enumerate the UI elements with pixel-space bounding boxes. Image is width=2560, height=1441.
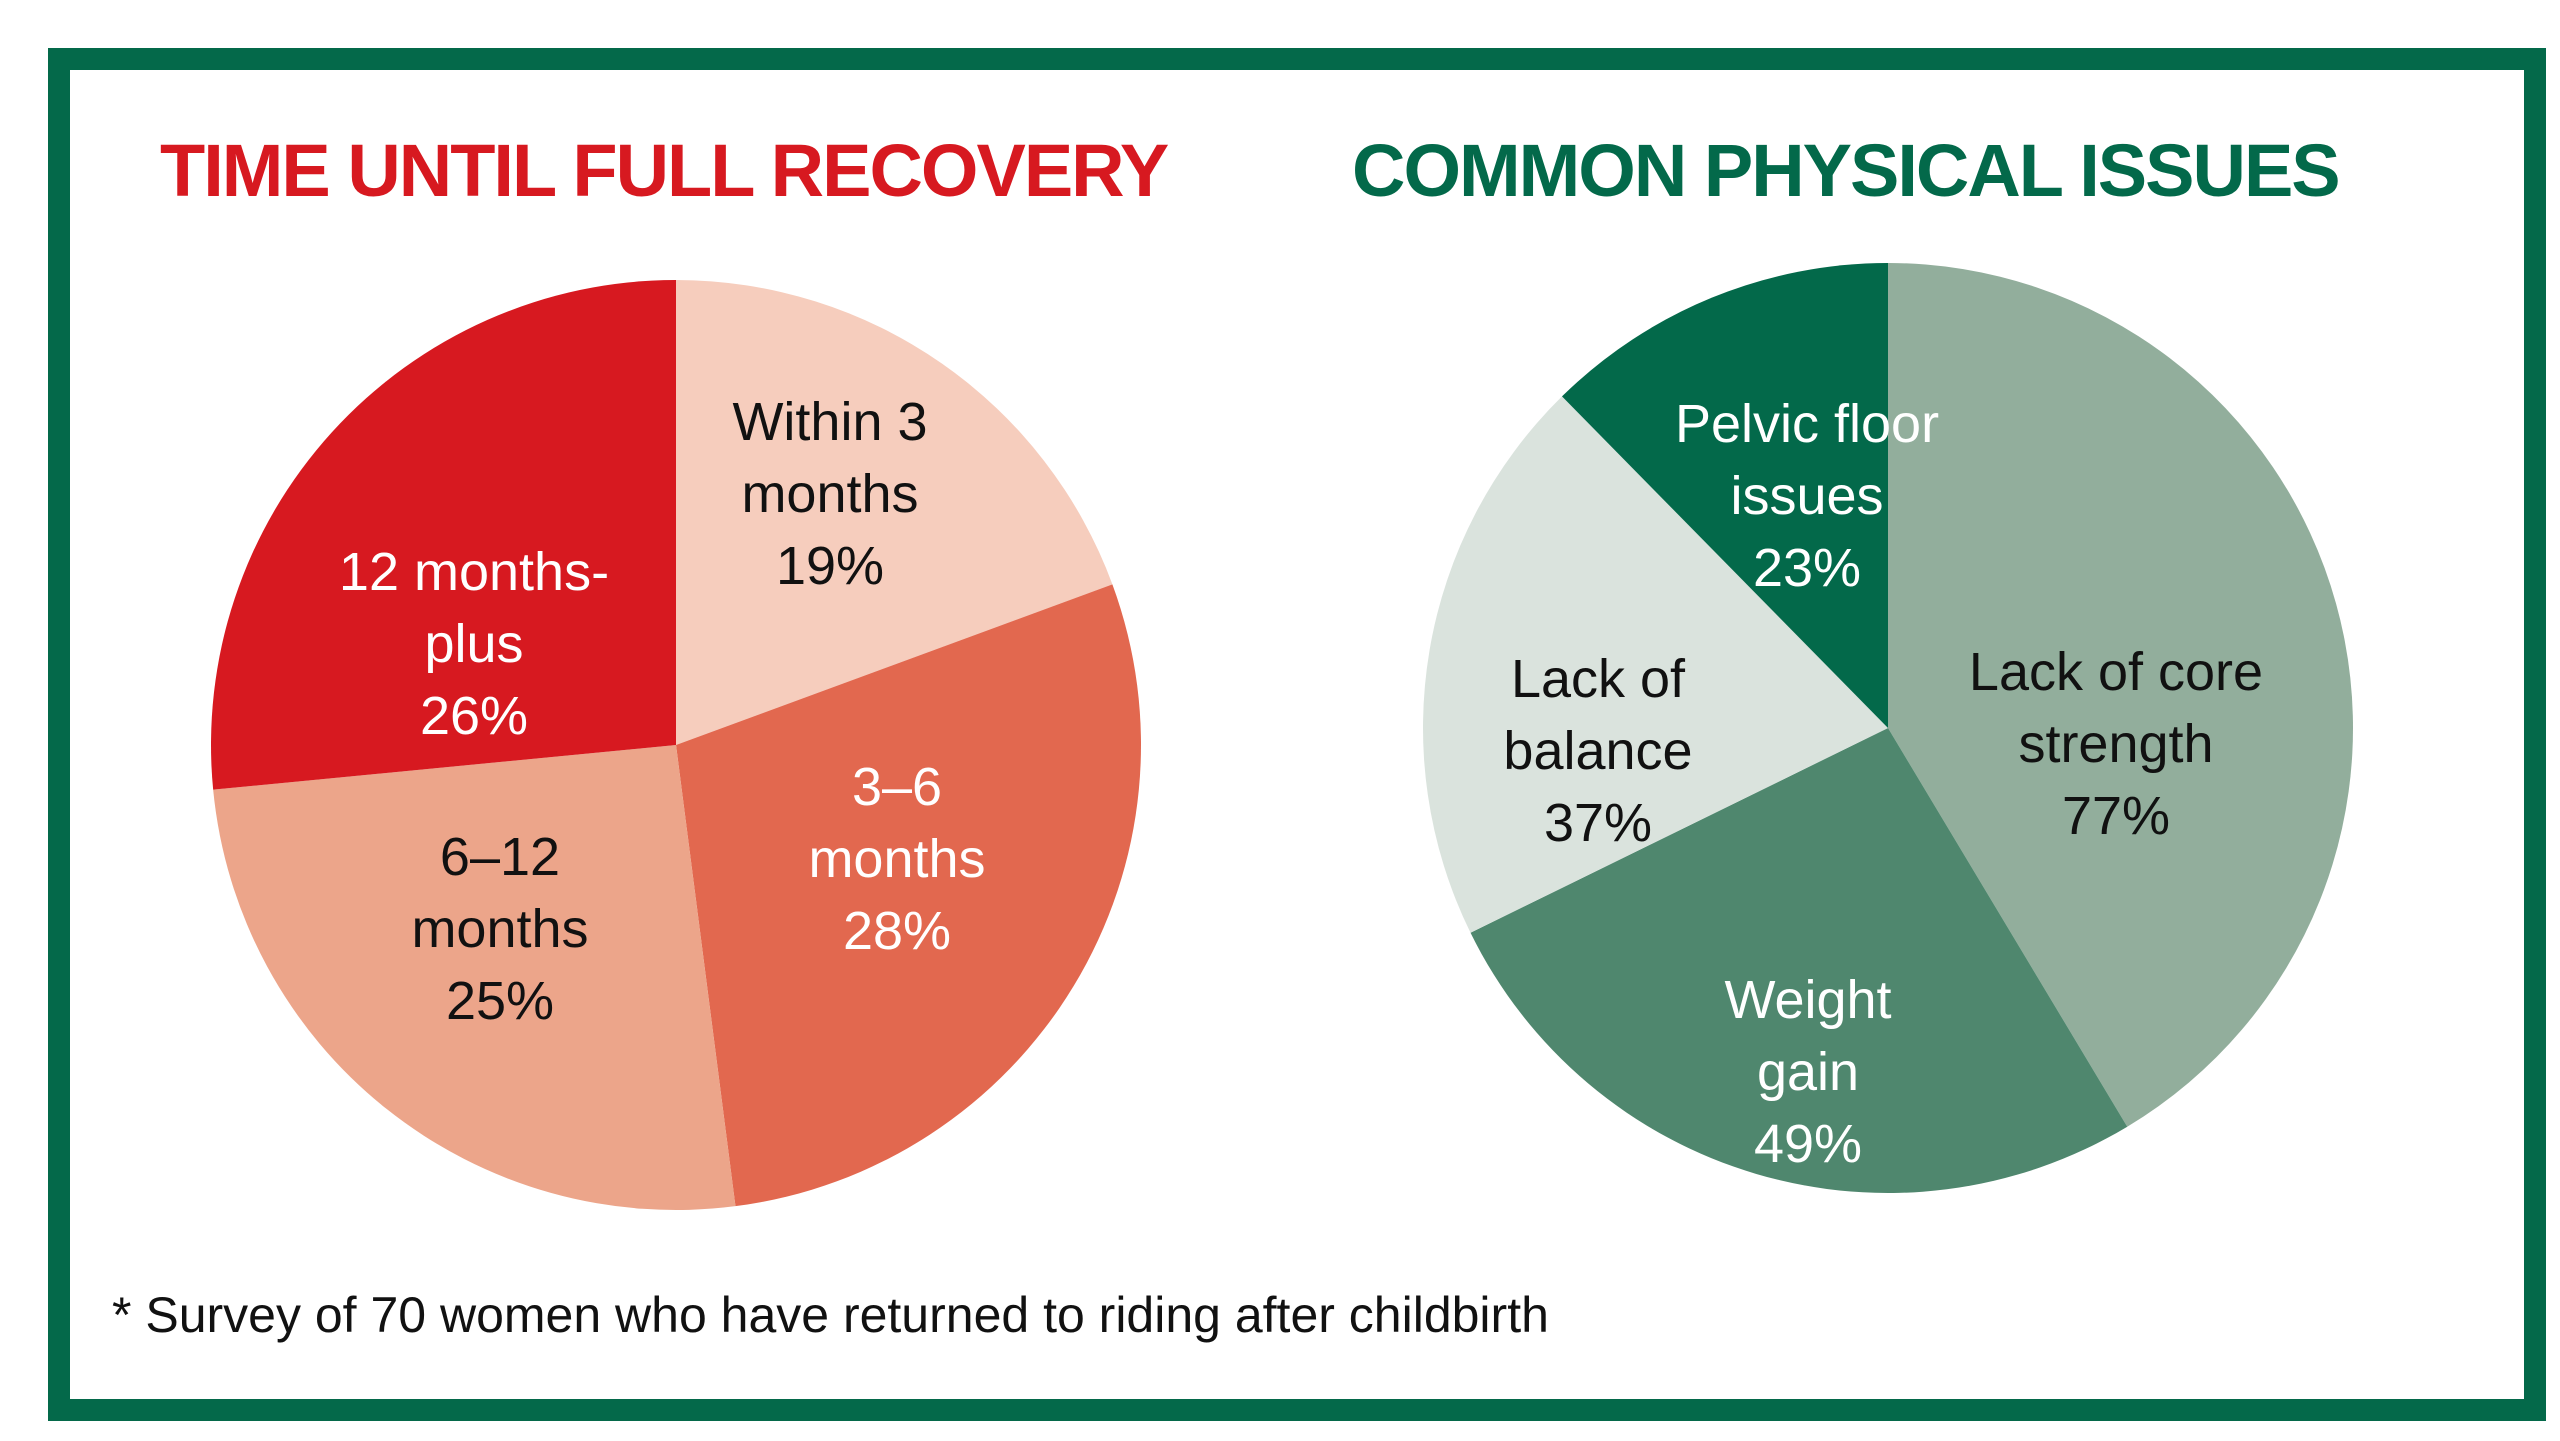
survey-footnote: * Survey of 70 women who have returned t… xyxy=(112,1287,1549,1343)
pie-slice xyxy=(676,280,1113,745)
slice-label: 12 months-plus 26% xyxy=(339,542,609,746)
recovery-chart-title: TIME UNTIL FULL RECOVERY xyxy=(160,129,1169,212)
slice-label: Weight gain 49% xyxy=(1724,970,1891,1174)
pie-slice xyxy=(1423,396,1888,933)
recovery-pie-chart: Within 3 months 19% 3–6 months 28% 6–12 months 2… xyxy=(211,280,1142,1210)
pie-slice xyxy=(1561,263,1888,728)
pie-slice xyxy=(1470,728,2128,1194)
pie-slice xyxy=(213,745,736,1210)
slice-label: Lack of balance 37% xyxy=(1503,649,1692,853)
issues-chart-title: COMMON PHYSICAL ISSUES xyxy=(1352,129,2341,212)
slice-label: Lack of core strength 77% xyxy=(1969,642,2263,846)
pie-slice xyxy=(211,280,676,790)
slice-label: 3–6 months 28% xyxy=(808,757,985,961)
pie-slice xyxy=(1888,263,2353,1127)
slice-label: Within 3 months 19% xyxy=(732,392,927,596)
slice-label: 6–12 months 25% xyxy=(411,827,588,1031)
pie-slice xyxy=(676,584,1142,1207)
issues-pie-chart: Lack of core strength 77% Weight gain 49%Lack… xyxy=(1423,263,2353,1194)
slice-label: Pelvic floor issues 23% xyxy=(1675,394,1939,598)
